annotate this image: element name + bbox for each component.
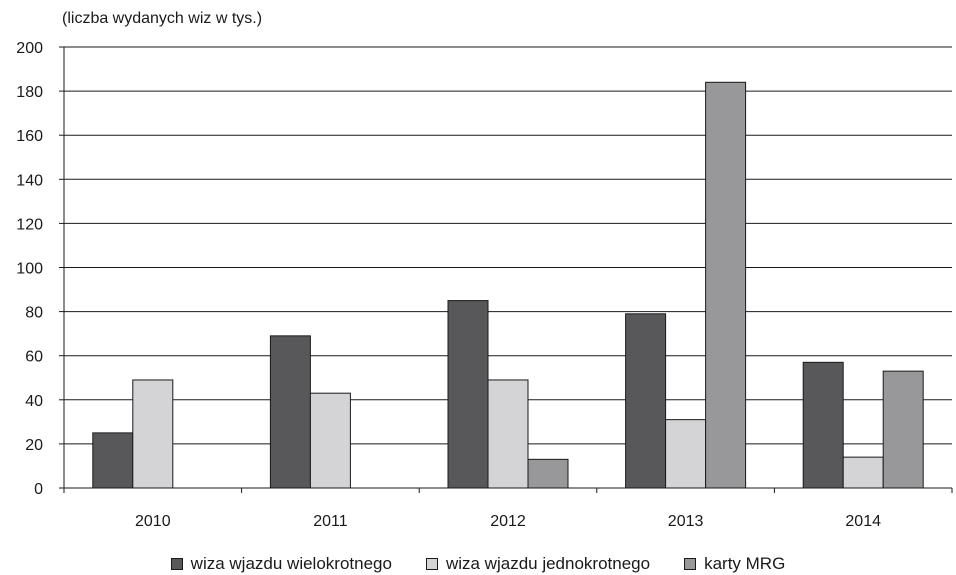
legend-label-0: wiza wjazdu wielokrotnego xyxy=(190,554,392,573)
legend-swatch-1 xyxy=(425,558,438,570)
bar-2012-series-1 xyxy=(487,379,529,489)
bar-2010-series-1 xyxy=(132,379,174,489)
y-tick-label-160: 160 xyxy=(16,128,43,145)
legend-swatch-0 xyxy=(170,558,183,570)
legend-item-series-1: wiza wjazdu jednokrotnego xyxy=(425,553,651,575)
bar-2011-series-0 xyxy=(269,335,311,489)
bar-2014-series-2 xyxy=(882,370,924,489)
x-tick-label-2010: 2010 xyxy=(135,513,171,530)
y-tick-label-60: 60 xyxy=(25,349,43,366)
bar-2012-series-2 xyxy=(527,458,569,489)
y-tick-label-140: 140 xyxy=(16,172,43,189)
y-tick-label-120: 120 xyxy=(16,216,43,233)
y-tick-label-80: 80 xyxy=(25,305,43,322)
y-tick-label-180: 180 xyxy=(16,84,43,101)
y-tick-label-20: 20 xyxy=(25,437,43,454)
bars xyxy=(92,81,924,489)
x-tick-label-2013: 2013 xyxy=(668,513,704,530)
y-tick-label-40: 40 xyxy=(25,393,43,410)
bar-2012-series-0 xyxy=(447,300,489,489)
legend: wiza wjazdu wielokrotnego wiza wjazdu je… xyxy=(0,553,956,575)
bar-2013-series-1 xyxy=(665,419,707,489)
legend-label-1: wiza wjazdu jednokrotnego xyxy=(445,554,651,573)
x-tick-label-2012: 2012 xyxy=(490,513,526,530)
legend-item-series-0: wiza wjazdu wielokrotnego xyxy=(170,553,392,575)
bar-2014-series-0 xyxy=(802,361,844,489)
y-tick-label-200: 200 xyxy=(16,40,43,57)
y-axis-ticks: 0 20 40 60 80 100 120 140 160 180 200 xyxy=(16,40,65,498)
legend-label-2: karty MRG xyxy=(704,554,786,573)
bar-2013-series-2 xyxy=(705,81,747,489)
legend-item-series-2: karty MRG xyxy=(684,553,785,575)
x-tick-label-2011: 2011 xyxy=(313,513,348,530)
bar-2010-series-0 xyxy=(92,432,134,489)
x-tick-label-2014: 2014 xyxy=(845,513,881,530)
x-axis-ticks: 2010 2011 2012 2013 2014 xyxy=(63,487,953,530)
bar-2014-series-1 xyxy=(842,456,884,489)
y-tick-label-0: 0 xyxy=(34,481,43,498)
y-tick-label-100: 100 xyxy=(16,261,43,278)
bar-2011-series-1 xyxy=(309,392,351,489)
bar-2013-series-0 xyxy=(625,313,667,489)
y-axis-unit-label: (liczba wydanych wiz w tys.) xyxy=(62,10,263,27)
legend-swatch-2 xyxy=(684,558,697,570)
